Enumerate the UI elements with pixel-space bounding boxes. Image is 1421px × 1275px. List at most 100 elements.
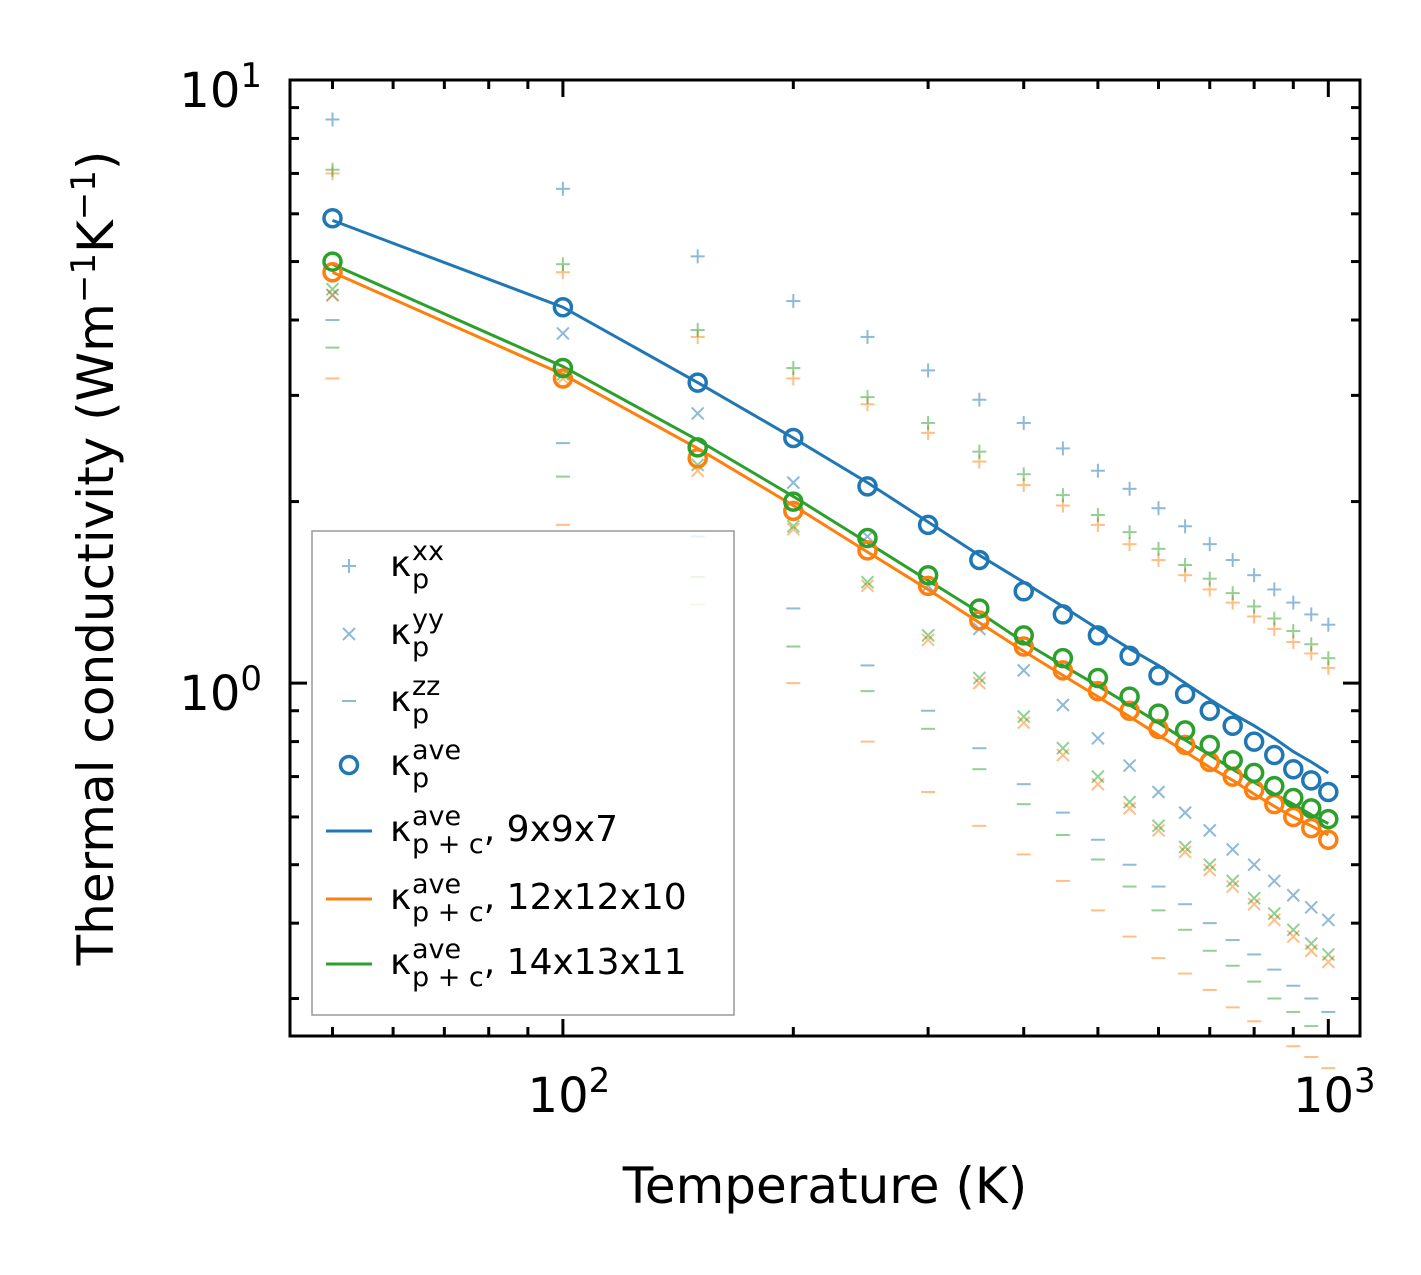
point-ave-14x13x11-50-ring [322,251,343,272]
point-ave-9x9x7-1000-ring [1318,781,1339,803]
point-xx-9x9x7-300 [921,363,936,378]
point-ave-9x9x7-150-ring [687,372,708,393]
x-tick-exp: 2 [589,1061,611,1101]
point-yy-14x13x11-850 [1267,906,1282,921]
point-xx-9x9x7-200 [786,294,801,309]
point-xx-14x13x11-450 [1055,488,1070,503]
point-ave-12x12x10-650 [1174,734,1196,756]
point-ave-12x12x10-300-ring [917,575,939,597]
point-ave-14x13x11-850-ring [1264,775,1285,797]
point-yy-12x12x10-300-d2 [921,633,935,647]
point-yy-14x13x11-200-d2 [786,519,801,533]
point-yy-12x12x10-550 [1122,801,1137,816]
plot-frame [288,78,1362,1038]
point-ave-12x12x10-50-ring [322,262,343,283]
point-yy-9x9x7-400-d2 [1017,663,1031,678]
point-yy-14x13x11-250 [860,575,875,589]
point-ave-14x13x11-250 [857,527,878,549]
point-yy-9x9x7-900-d2 [1286,888,1301,902]
point-xx-14x13x11-750 [1225,586,1240,601]
point-yy-9x9x7-500-d2 [1091,731,1105,746]
point-yy-9x9x7-1000-d2 [1321,913,1336,927]
point-yy-14x13x11-800 [1247,891,1261,905]
point-ave-12x12x10-400-ring [1013,636,1034,657]
point-ave-9x9x7-50-ring [322,207,343,229]
point-yy-9x9x7-600-d2 [1151,785,1166,799]
point-ave-14x13x11-750 [1222,750,1243,771]
point-yy-9x9x7-700-d2 [1203,823,1217,838]
y-tick-exp: 0 [240,659,262,699]
point-ave-9x9x7-900-ring [1283,758,1304,780]
point-ave-12x12x10-350-ring [969,610,990,631]
point-ave-9x9x7-400-ring [1013,581,1034,602]
point-xx-14x13x11-150 [690,323,705,338]
point-ave-14x13x11-900 [1283,787,1304,809]
legend-marker-swatch [342,627,356,641]
x-tick-labels: 102 103 [528,1061,1376,1124]
series-yy-14x13x11 [325,282,1336,962]
legend-entry-5: κave p + c, 12x12x10 [326,869,687,928]
point-xx-9x9x7-400 [1016,415,1031,430]
x-tick-exp: 3 [1354,1061,1376,1101]
point-ave-9x9x7-200-ring [783,427,804,449]
point-yy-14x13x11-1000-d2 [1321,947,1336,962]
point-xx-9x9x7-550 [1122,481,1137,496]
point-yy-9x9x7-200 [786,475,801,490]
point-yy-12x12x10-550-d2 [1122,801,1137,816]
point-yy-12x12x10-600-d2 [1151,823,1166,838]
legend-sup: ave [412,869,461,900]
point-yy-14x13x11-700 [1203,858,1217,872]
point-ave-9x9x7-950-ring [1301,770,1322,791]
legend-label: κave p + c, 14x13x11 [390,934,687,993]
point-ave-9x9x7-1000 [1318,781,1339,803]
point-yy-14x13x11-500 [1091,769,1105,784]
legend-sub: p + c [412,897,484,928]
point-ave-9x9x7-850 [1264,744,1285,766]
point-ave-9x9x7-250 [857,476,878,497]
point-ave-9x9x7-700-ring [1199,700,1221,721]
point-xx-9x9x7-850 [1267,582,1282,597]
point-yy-12x12x10-50-d2 [325,288,340,302]
point-ave-12x12x10-600 [1148,718,1169,740]
point-ave-12x12x10-500-ring [1087,680,1109,702]
y-tick-base: 10 [179,63,240,119]
point-ave-12x12x10-150 [687,447,708,469]
point-yy-12x12x10-850 [1267,913,1282,927]
point-ave-12x12x10-650-ring [1174,734,1196,756]
point-yy-14x13x11-900 [1286,923,1301,937]
point-ave-9x9x7-700 [1199,700,1221,721]
point-yy-14x13x11-950 [1304,936,1318,951]
point-ave-14x13x11-700 [1199,734,1221,756]
series-ave-14x13x11 [322,251,1339,830]
point-ave-14x13x11-650 [1174,720,1196,741]
point-yy-12x12x10-850-d2 [1267,913,1282,927]
point-yy-9x9x7-150 [690,406,705,421]
point-ave-9x9x7-300-ring [917,514,939,536]
point-ave-12x12x10-50 [322,262,343,283]
point-yy-14x13x11-550 [1122,795,1137,809]
x-tick-base: 10 [528,1068,589,1124]
legend-label: κxx p [390,536,444,595]
point-yy-12x12x10-800-d2 [1247,897,1261,911]
point-ave-12x12x10-450-ring [1052,660,1074,681]
point-yy-12x12x10-400 [1017,715,1031,730]
point-ave-14x13x11-850 [1264,775,1285,797]
x-tick-label-1000: 103 [1293,1061,1376,1124]
point-yy-14x13x11-300 [921,628,935,643]
point-xx-9x9x7-800 [1247,568,1262,583]
point-ave-9x9x7-800-ring [1243,731,1265,752]
point-yy-9x9x7-1000 [1321,913,1336,927]
point-yy-9x9x7-800-d2 [1247,858,1261,872]
legend-entry-3: κave p [338,735,461,794]
point-yy-9x9x7-800 [1247,858,1261,872]
point-yy-12x12x10-750-d2 [1225,879,1240,894]
point-ave-12x12x10-250-ring [857,540,878,561]
point-ave-12x12x10-950 [1301,817,1322,839]
point-ave-14x13x11-300 [917,564,939,586]
point-ave-9x9x7-400 [1013,581,1034,602]
point-ave-14x13x11-600-ring [1148,703,1169,724]
legend-sub: p [412,632,429,663]
point-ave-9x9x7-450 [1052,604,1074,625]
point-ave-12x12x10-900-ring [1283,806,1304,828]
x-axis-label: Temperature (K) [622,1157,1027,1215]
